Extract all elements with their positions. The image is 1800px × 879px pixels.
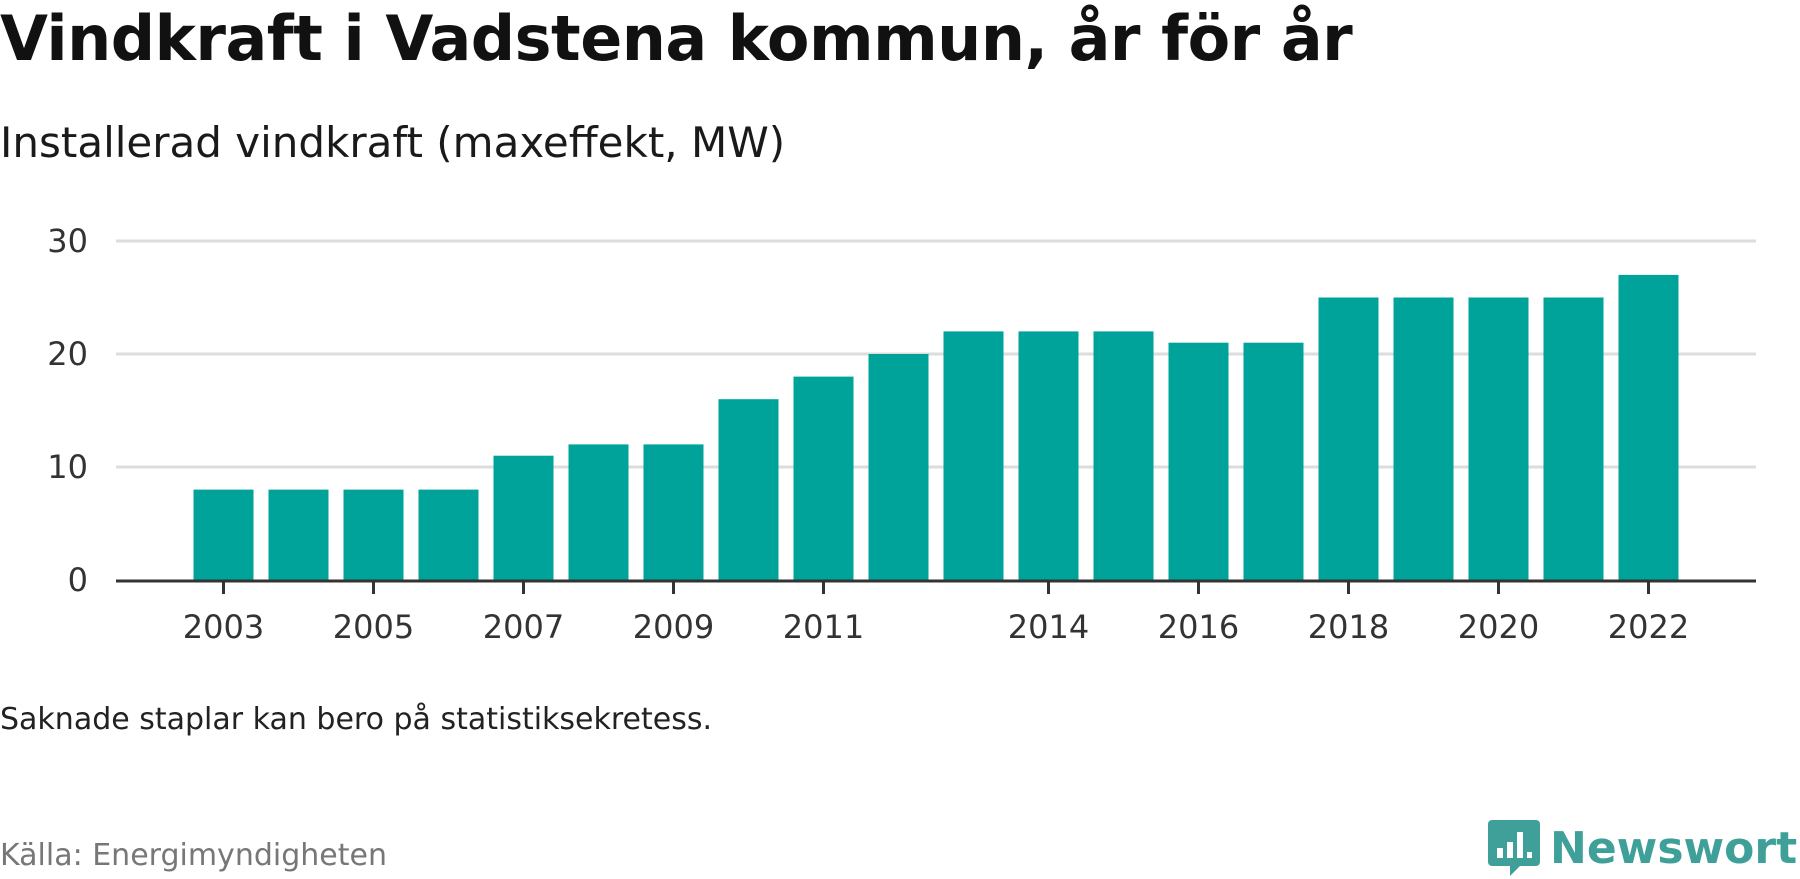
x-tick-label: 2009 xyxy=(633,608,714,646)
y-tick-label: 30 xyxy=(47,222,88,260)
y-tick-label: 10 xyxy=(47,448,88,486)
y-tick-label: 20 xyxy=(47,335,88,373)
chart-subtitle: Installerad vindkraft (maxeffekt, MW) xyxy=(0,118,786,167)
bar-2010 xyxy=(718,399,779,580)
chart-title: Vindkraft i Vadstena kommun, år för år xyxy=(0,2,1353,75)
bar-2016 xyxy=(1168,342,1229,580)
bar-chart: 0 10 20 30 2003 2005 2007 2009 2011 2014 2016 2018 2… xyxy=(47,222,1756,646)
bar-2014 xyxy=(1018,331,1079,580)
bar-2011 xyxy=(793,376,854,580)
source-credit: Källa: Energimyndigheten xyxy=(0,838,387,873)
x-tick-label: 2020 xyxy=(1458,608,1539,646)
bar-2003 xyxy=(193,489,254,580)
bar-2012 xyxy=(868,354,929,580)
x-tick-label: 2014 xyxy=(1008,608,1089,646)
bar-2009 xyxy=(643,444,704,580)
newsworthy-logo-icon xyxy=(1488,820,1540,876)
bar-2017 xyxy=(1243,342,1304,580)
bar-2022 xyxy=(1618,274,1679,580)
bar-2021 xyxy=(1543,297,1604,580)
x-tick-label: 2016 xyxy=(1158,608,1239,646)
x-tick-label: 2022 xyxy=(1608,608,1689,646)
bars xyxy=(193,274,1679,580)
chart-note: Saknade staplar kan bero på statistiksek… xyxy=(0,702,713,737)
bar-2013 xyxy=(943,331,1004,580)
brand-logo: Newsworthy xyxy=(1488,818,1800,878)
bar-2015 xyxy=(1093,331,1154,580)
bar-2018 xyxy=(1318,297,1379,580)
bar-2019 xyxy=(1393,297,1454,580)
brand-name: Newsworthy xyxy=(1550,822,1800,874)
y-tick-label: 0 xyxy=(68,561,88,599)
x-tick-label: 2003 xyxy=(183,608,264,646)
bar-2007 xyxy=(493,455,554,580)
x-tick-label: 2005 xyxy=(333,608,414,646)
x-tick-label: 2018 xyxy=(1308,608,1389,646)
x-tick-label: 2007 xyxy=(483,608,564,646)
bar-2008 xyxy=(568,444,629,580)
bar-2005 xyxy=(343,489,404,580)
bar-2004 xyxy=(268,489,329,580)
axes: 0 10 20 30 2003 2005 2007 2009 2011 2014 2016 2018 2… xyxy=(47,222,1756,646)
x-tick-label: 2011 xyxy=(783,608,864,646)
bar-2006 xyxy=(418,489,479,580)
bar-2020 xyxy=(1468,297,1529,580)
